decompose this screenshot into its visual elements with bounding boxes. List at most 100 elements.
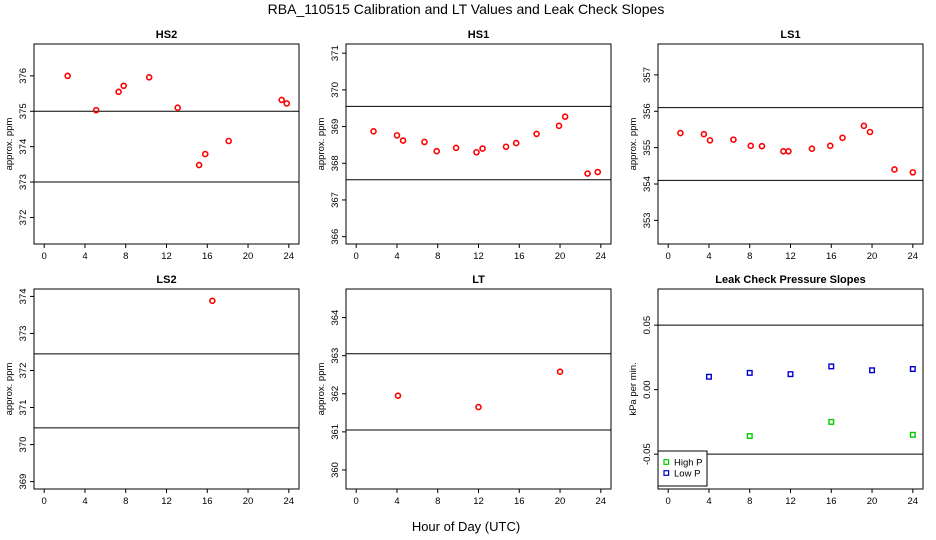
x-tick-label: 16 (826, 496, 837, 507)
data-point (869, 367, 876, 374)
x-tick-label: 12 (473, 496, 484, 507)
figure-title: RBA_110515 Calibration and LT Values and… (268, 1, 665, 17)
x-tick-label: 16 (202, 496, 213, 507)
x-tick-label: 12 (161, 251, 172, 262)
x-tick-label: 20 (243, 251, 254, 262)
data-point (860, 122, 868, 130)
panel-4: LS2 0 4 8 12 16 20 24 369 370 371 372 373 374 approx. … (4, 274, 300, 507)
x-tick-label: 8 (747, 251, 752, 262)
x-tick-label: 16 (514, 496, 525, 507)
x-tick-label: 8 (435, 251, 440, 262)
y-axis-label: kPa per min. (628, 362, 639, 415)
data-point (479, 145, 486, 152)
y-axis-label: approx. ppm (628, 118, 639, 171)
y-tick-label: 357 (642, 67, 653, 83)
x-tick-label: 4 (82, 496, 87, 507)
x-tick-label: 4 (706, 251, 711, 262)
x-tick-label: 0 (354, 496, 359, 507)
panel-1: HS2 0 4 8 12 16 20 24 372 373 374 375 376 approx. ppm (4, 29, 300, 262)
y-tick-label: 373 (18, 174, 29, 190)
legend-marker (663, 470, 670, 476)
y-tick-label: 369 (18, 474, 29, 490)
y-tick-label: 373 (18, 326, 29, 342)
data-point (201, 150, 209, 158)
data-point (502, 143, 510, 151)
y-tick-label: 362 (330, 386, 341, 402)
data-point (826, 142, 834, 150)
x-tick-label: 4 (82, 251, 87, 262)
x-tick-label: 0 (42, 496, 47, 507)
data-point (891, 166, 898, 173)
x-tick-label: 24 (908, 251, 919, 262)
data-point (115, 88, 122, 96)
data-point (92, 106, 100, 114)
x-tick-label: 0 (666, 251, 671, 262)
data-point (64, 72, 71, 80)
data-point (909, 366, 916, 373)
data-point (730, 136, 737, 143)
y-tick-label: 375 (18, 103, 29, 119)
x-tick-label: 8 (747, 496, 752, 507)
data-point (706, 137, 714, 144)
data-point (283, 100, 291, 107)
y-tick-label: 372 (18, 363, 29, 379)
y-tick-label: 356 (642, 103, 653, 119)
data-point (278, 96, 285, 104)
y-tick-label: 368 (330, 155, 341, 171)
plot-frame (33, 288, 300, 490)
y-tick-label: 367 (330, 192, 341, 208)
x-tick-label: 4 (394, 251, 399, 262)
x-tick-label: 8 (123, 251, 128, 262)
y-tick-label: 366 (330, 229, 341, 245)
y-tick-label: 370 (330, 82, 341, 98)
plot-frame (345, 43, 612, 245)
y-tick-label: 0.00 (642, 380, 653, 399)
legend-label: Low P (674, 469, 700, 480)
data-point (370, 128, 377, 135)
x-tick-label: 20 (555, 496, 566, 507)
data-point (785, 147, 792, 155)
y-tick-label: 361 (330, 424, 341, 440)
data-point (555, 122, 563, 130)
data-point (758, 142, 766, 150)
data-point (808, 145, 816, 153)
data-point (828, 418, 835, 425)
y-tick-label: 363 (330, 348, 341, 364)
y-tick-label: 369 (330, 119, 341, 135)
y-axis-label: approx. ppm (4, 363, 15, 416)
x-tick-label: 8 (435, 496, 440, 507)
x-tick-label: 4 (394, 496, 399, 507)
x-tick-label: 16 (826, 251, 837, 262)
legend-box (657, 450, 708, 487)
data-point (512, 139, 520, 147)
x-tick-label: 20 (243, 496, 254, 507)
data-point (746, 369, 753, 376)
y-axis-label: approx. ppm (316, 118, 327, 171)
y-axis-label: approx. ppm (4, 118, 15, 171)
x-tick-label: 24 (596, 251, 607, 262)
y-tick-label: 354 (642, 176, 653, 192)
data-point (533, 130, 540, 138)
data-point (394, 392, 402, 399)
panel-title: HS1 (468, 29, 489, 41)
data-point (677, 129, 684, 137)
panel-title: LS2 (156, 274, 176, 286)
panel-3: LS1 0 4 8 12 16 20 24 353 354 355 356 357 approx. ppm (628, 29, 924, 262)
x-tick-label: 0 (354, 251, 359, 262)
panel-6: Leak Check Pressure Slopes 0 4 8 12 16 20 24 -0.… (628, 274, 924, 507)
data-point (584, 170, 591, 177)
data-point (195, 161, 203, 169)
data-point (556, 368, 564, 375)
legend-label: High P (674, 458, 703, 469)
x-tick-label: 16 (514, 251, 525, 262)
data-point (839, 134, 846, 142)
y-tick-label: 360 (330, 462, 341, 478)
x-tick-label: 24 (284, 496, 295, 507)
data-point (473, 148, 480, 156)
x-tick-label: 24 (908, 496, 919, 507)
data-point (828, 363, 835, 370)
x-tick-label: 20 (867, 496, 878, 507)
x-tick-label: 20 (867, 251, 878, 262)
